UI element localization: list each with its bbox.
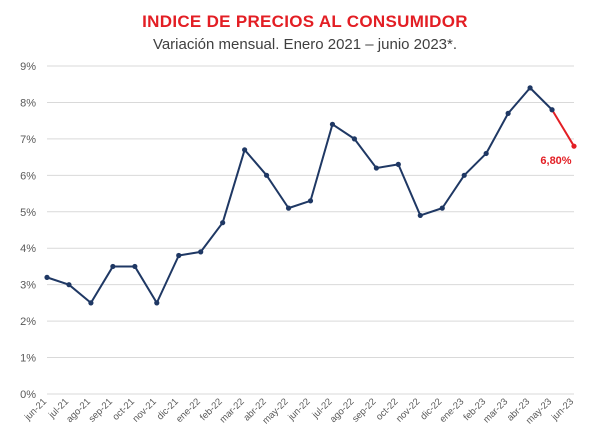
x-tick-label: ene-23 (438, 396, 467, 425)
grid-layer (47, 65, 574, 395)
x-tick-label: ene-22 (174, 396, 203, 425)
data-point (373, 165, 379, 171)
x-tick-label: ago-21 (64, 396, 93, 425)
last-segment-line (551, 109, 575, 147)
data-point (66, 282, 72, 288)
data-point (176, 252, 182, 259)
y-axis-tick-labels: 0% 1% 2% 3% 4% 5% 6% 7% 8% 9% (20, 61, 36, 401)
data-point (285, 205, 292, 211)
data-point (351, 136, 358, 142)
y-tick-label: 0% (20, 389, 36, 401)
data-labels: 6,80% (540, 155, 571, 167)
x-tick-label: ago-22 (328, 396, 357, 425)
data-point (505, 110, 511, 116)
data-point (461, 172, 467, 178)
series-line (46, 86, 575, 304)
series-line-path (46, 86, 553, 304)
data-point (417, 212, 423, 219)
data-point (549, 107, 555, 113)
x-axis-tick-labels: jun-21jul-21ago-21sep-21oct-21nov-21dic-… (22, 396, 576, 426)
x-tick-label: nov-22 (394, 396, 422, 424)
x-tick-label: sep-21 (87, 396, 115, 424)
y-tick-label: 1% (20, 353, 36, 365)
data-point (263, 172, 270, 178)
data-point (88, 300, 94, 306)
y-tick-label: 2% (20, 316, 36, 328)
x-tick-label: mar-23 (481, 396, 510, 425)
x-tick-label: jun-22 (285, 396, 312, 423)
chart-subtitle: Variación mensual. Enero 2021 – junio 20… (152, 36, 458, 53)
data-point (395, 161, 401, 167)
y-tick-label: 4% (20, 243, 36, 255)
data-point (483, 150, 489, 157)
data-point (220, 220, 226, 226)
data-label: 6,80% (540, 155, 571, 167)
x-tick-label: sep-22 (350, 396, 378, 424)
data-point (439, 205, 445, 211)
x-tick-label: mar-22 (218, 396, 247, 425)
data-point (154, 300, 160, 306)
data-point (307, 198, 314, 204)
data-point (110, 263, 116, 270)
y-tick-label: 7% (20, 134, 36, 146)
x-tick-label: nov-21 (131, 396, 159, 424)
x-tick-label: jun-23 (549, 396, 576, 423)
data-point (329, 121, 336, 127)
y-tick-label: 8% (20, 97, 36, 109)
data-point (198, 249, 204, 255)
data-point (571, 143, 577, 149)
y-tick-label: 3% (20, 280, 36, 292)
y-tick-label: 5% (20, 207, 36, 219)
data-point (527, 85, 533, 91)
y-tick-label: 6% (20, 170, 36, 182)
series-points (44, 85, 577, 306)
chart-title: INDICE DE PRECIOS AL CONSUMIDOR (142, 12, 468, 31)
data-point (44, 274, 50, 280)
data-point (132, 263, 138, 270)
y-tick-label: 9% (20, 61, 36, 73)
data-point (242, 147, 248, 153)
